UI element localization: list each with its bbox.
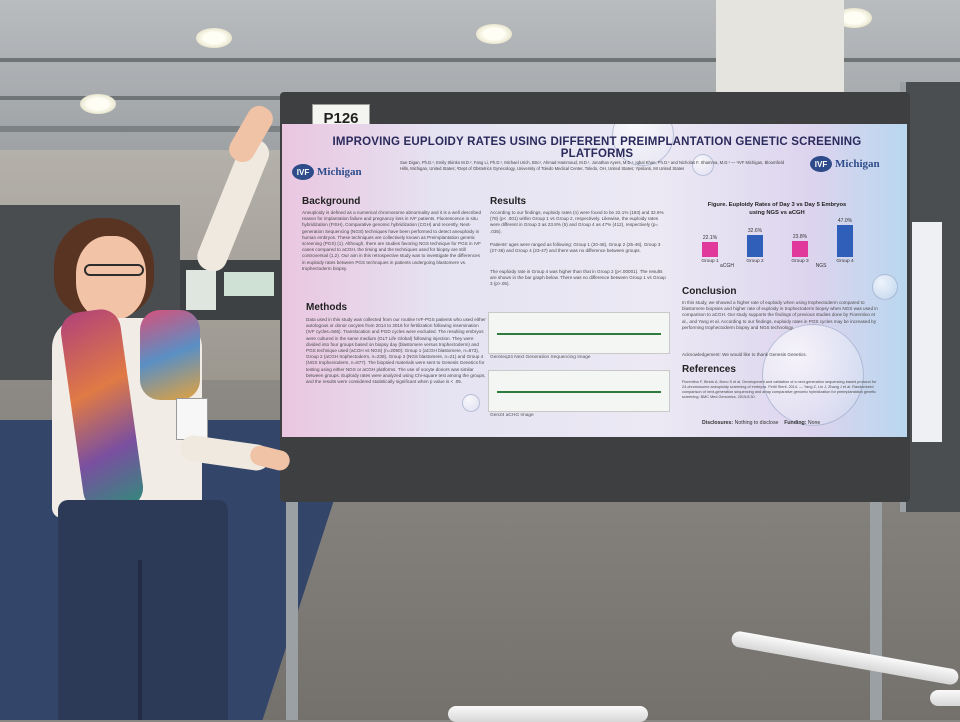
chart-bar-4 [837, 225, 853, 257]
chart-value-label: 22.1% [702, 234, 718, 241]
decorative-bubble [462, 394, 480, 412]
chart-value-label: 47.0% [837, 218, 853, 225]
funding-value: None [807, 420, 821, 426]
methods-heading: Methods [306, 302, 348, 313]
methods-text: Data used in this study was collected fr… [306, 317, 486, 385]
chart-title: Figure. Euploidy Rates of Day 3 vs Day 5… [707, 202, 847, 216]
group-label-acgh: aCGH [720, 263, 734, 269]
poster-authors: Sue Digan, Ph.D.¹, Emily Skinko M.D.², F… [400, 160, 785, 171]
ngs-image-caption: GenSeq24 Next Generation Sequencing Imag… [490, 355, 591, 360]
background-text: Aneuploidy is defined as a numerical chr… [302, 210, 481, 271]
logo-badge: IVF [292, 164, 314, 180]
results-point-1: According to our findings, euploidy rate… [490, 210, 664, 234]
jeans-seam [138, 560, 142, 720]
distant-poster [224, 272, 274, 296]
acgh-image [488, 370, 670, 412]
ivf-michigan-logo-right: IVF Michigan [810, 154, 880, 174]
chart-value-label: 32.6% [747, 227, 763, 234]
chart-bar-1 [702, 241, 718, 257]
ceiling-truss [0, 58, 960, 62]
chart-bar-2 [747, 234, 763, 257]
board-post-left [286, 495, 298, 720]
decorative-bubble [872, 274, 898, 300]
logo-text: Michigan [835, 158, 880, 170]
chart-value-label: 23.8% [792, 233, 808, 240]
background-heading: Background [302, 196, 361, 207]
acgh-image-caption: Gen24 aCHG Image [490, 413, 534, 418]
name-badge [176, 398, 208, 440]
acknowledgement-text: Acknowledgement: We would like to thank … [682, 352, 807, 357]
chart-category-label: Group 2 [746, 259, 764, 264]
group-label-ngs: NGS [815, 263, 827, 269]
research-poster: IMPROVING EUPLOIDY RATES USING DIFFERENT… [282, 124, 907, 437]
chart-category-label: Group 1 [701, 259, 719, 264]
disclosures-label: Disclosures: [702, 420, 734, 426]
glasses [84, 264, 144, 276]
colorful-scarf [140, 310, 200, 400]
results-heading: Results [490, 196, 527, 207]
face [76, 236, 146, 320]
references-heading: References [682, 364, 736, 375]
ngs-sequencing-image [488, 312, 670, 354]
logo-text: Michigan [317, 166, 362, 178]
board-post-right [870, 495, 882, 720]
references-text: Fiorentino F, Biricik A, Bono S et al. D… [682, 380, 877, 399]
distant-poster-board [180, 260, 280, 320]
disclosures-value: Nothing to disclose [734, 420, 779, 426]
jeans [58, 500, 228, 720]
conclusion-text: In this study, we showed a higher rate o… [682, 300, 878, 330]
poster-tube [448, 706, 648, 722]
poster-tube [930, 690, 960, 706]
decorative-bubble [692, 154, 714, 176]
ceiling-light [836, 8, 872, 28]
results-point-2: Patients' ages were ranged as following:… [490, 242, 661, 254]
chart-bar-3 [792, 240, 808, 257]
ceiling-light [476, 24, 512, 44]
funding-label: Funding: [784, 420, 807, 426]
ceiling-light [196, 28, 232, 48]
distant-poster [186, 270, 216, 310]
logo-badge: IVF [810, 156, 832, 172]
results-point-3: The euploidy rate in Group 4 was higher … [490, 269, 666, 287]
disclosure-funding-line: Disclosures: Nothing to disclose Funding… [702, 420, 820, 426]
poster-title: IMPROVING EUPLOIDY RATES USING DIFFERENT… [332, 136, 862, 160]
decorative-bubble [762, 324, 864, 426]
chart-category-label: Group 4 [836, 259, 854, 264]
euploidy-bar-chart: 22.1% Group 1 32.6% Group 2 23.8% Group 3 47.0… [692, 214, 872, 274]
adjacent-poster [912, 222, 942, 442]
conclusion-heading: Conclusion [682, 286, 737, 297]
ceiling-light [80, 94, 116, 114]
chart-category-label: Group 3 [791, 259, 809, 264]
ivf-michigan-logo-left: IVF Michigan [292, 162, 362, 182]
